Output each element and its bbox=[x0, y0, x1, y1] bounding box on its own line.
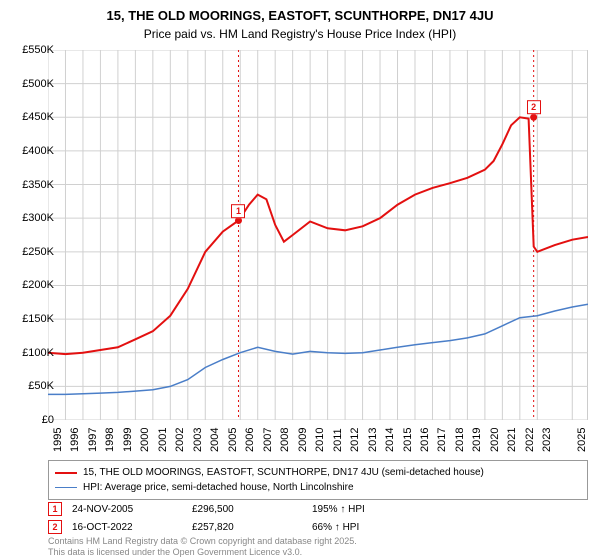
x-tick-label: 2005 bbox=[227, 428, 239, 452]
x-tick-label: 2015 bbox=[402, 428, 414, 452]
sale-price-1: £296,500 bbox=[192, 504, 302, 515]
sale-delta-2: 66% ↑ HPI bbox=[312, 522, 422, 533]
x-tick-label: 2014 bbox=[384, 428, 396, 452]
footnote: Contains HM Land Registry data © Crown c… bbox=[48, 536, 357, 558]
x-tick-label: 1999 bbox=[122, 428, 134, 452]
x-tick-label: 2012 bbox=[349, 428, 361, 452]
chart-subtitle: Price paid vs. HM Land Registry's House … bbox=[0, 25, 600, 41]
x-tick-label: 2006 bbox=[244, 428, 256, 452]
legend-swatch-property bbox=[55, 472, 77, 474]
sale-delta-1: 195% ↑ HPI bbox=[312, 504, 422, 515]
sale-date-2: 16-OCT-2022 bbox=[72, 522, 182, 533]
x-tick-label: 2017 bbox=[436, 428, 448, 452]
sale-price-2: £257,820 bbox=[192, 522, 302, 533]
chart-container: 15, THE OLD MOORINGS, EASTOFT, SCUNTHORP… bbox=[0, 0, 600, 560]
x-tick-label: 1995 bbox=[52, 428, 64, 452]
x-tick-label: 2025 bbox=[576, 428, 588, 452]
y-tick-label: £350K bbox=[22, 179, 54, 191]
x-tick-label: 1997 bbox=[87, 428, 99, 452]
x-tick-label: 2023 bbox=[541, 428, 553, 452]
x-tick-label: 2011 bbox=[332, 428, 344, 452]
x-tick-label: 2004 bbox=[209, 428, 221, 452]
x-tick-label: 2021 bbox=[506, 428, 518, 452]
x-tick-label: 1998 bbox=[104, 428, 116, 452]
legend-label-property: 15, THE OLD MOORINGS, EASTOFT, SCUNTHORP… bbox=[83, 465, 484, 480]
x-tick-label: 1996 bbox=[69, 428, 81, 452]
chart-title: 15, THE OLD MOORINGS, EASTOFT, SCUNTHORP… bbox=[0, 0, 600, 25]
y-tick-label: £400K bbox=[22, 145, 54, 157]
footnote-line-2: This data is licensed under the Open Gov… bbox=[48, 547, 357, 558]
legend-swatch-hpi bbox=[55, 487, 77, 489]
x-tick-label: 2000 bbox=[139, 428, 151, 452]
legend: 15, THE OLD MOORINGS, EASTOFT, SCUNTHORP… bbox=[48, 460, 588, 500]
legend-label-hpi: HPI: Average price, semi-detached house,… bbox=[83, 480, 354, 495]
x-tick-label: 2022 bbox=[524, 428, 536, 452]
chart-marker-2: 2 bbox=[527, 100, 541, 114]
chart-svg bbox=[48, 50, 588, 420]
x-tick-label: 2002 bbox=[174, 428, 186, 452]
x-tick-label: 2016 bbox=[419, 428, 431, 452]
legend-item-hpi: HPI: Average price, semi-detached house,… bbox=[55, 480, 581, 495]
x-tick-label: 2020 bbox=[489, 428, 501, 452]
y-tick-label: £0 bbox=[42, 414, 54, 426]
y-tick-label: £550K bbox=[22, 44, 54, 56]
legend-item-property: 15, THE OLD MOORINGS, EASTOFT, SCUNTHORP… bbox=[55, 465, 581, 480]
x-tick-label: 2019 bbox=[471, 428, 483, 452]
x-tick-label: 2018 bbox=[454, 428, 466, 452]
x-tick-label: 2007 bbox=[262, 428, 274, 452]
sale-date-1: 24-NOV-2005 bbox=[72, 504, 182, 515]
x-tick-label: 2003 bbox=[192, 428, 204, 452]
sale-marker-2: 2 bbox=[48, 520, 62, 534]
x-tick-label: 2009 bbox=[297, 428, 309, 452]
y-tick-label: £250K bbox=[22, 246, 54, 258]
sale-row-2: 2 16-OCT-2022 £257,820 66% ↑ HPI bbox=[48, 518, 588, 536]
y-tick-label: £200K bbox=[22, 279, 54, 291]
sale-row-1: 1 24-NOV-2005 £296,500 195% ↑ HPI bbox=[48, 500, 588, 518]
y-tick-label: £500K bbox=[22, 78, 54, 90]
y-tick-label: £50K bbox=[28, 380, 54, 392]
y-tick-label: £100K bbox=[22, 347, 54, 359]
sales-table: 1 24-NOV-2005 £296,500 195% ↑ HPI 2 16-O… bbox=[48, 500, 588, 536]
x-tick-label: 2001 bbox=[157, 428, 169, 452]
chart-plot-area: 12 bbox=[48, 50, 588, 420]
x-tick-label: 2010 bbox=[314, 428, 326, 452]
footnote-line-1: Contains HM Land Registry data © Crown c… bbox=[48, 536, 357, 547]
sale-marker-1: 1 bbox=[48, 502, 62, 516]
chart-marker-1: 1 bbox=[231, 204, 245, 218]
x-tick-label: 2013 bbox=[367, 428, 379, 452]
x-tick-label: 2008 bbox=[279, 428, 291, 452]
y-tick-label: £300K bbox=[22, 212, 54, 224]
y-tick-label: £450K bbox=[22, 111, 54, 123]
y-tick-label: £150K bbox=[22, 313, 54, 325]
